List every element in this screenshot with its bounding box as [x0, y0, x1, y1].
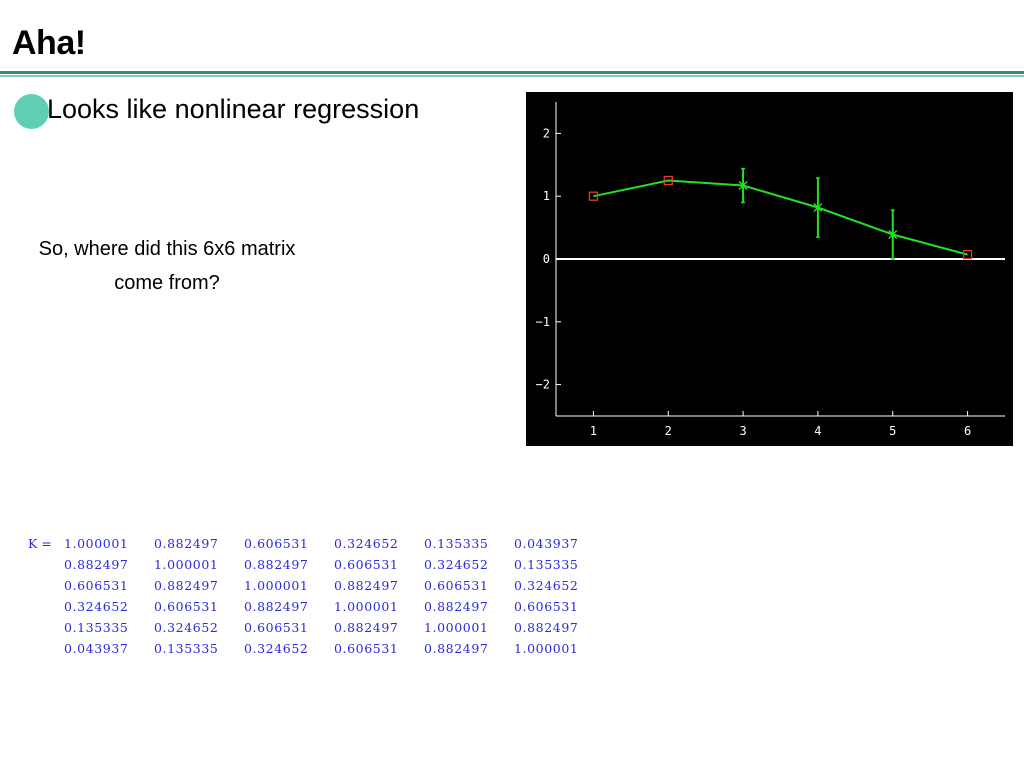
y-tick-label: 0: [543, 252, 550, 266]
matrix-cell: 0.606531: [334, 557, 399, 572]
matrix-cell: 0.606531: [514, 599, 579, 614]
data-point-x: [813, 202, 823, 213]
matrix-cell: 1.000001: [514, 641, 579, 656]
data-point-square: [962, 249, 973, 260]
matrix-cell: 0.882497: [424, 641, 489, 656]
matrix-cell: 0.606531: [334, 641, 399, 656]
matrix-cell: 0.043937: [64, 641, 129, 656]
matrix-cell: 1.000001: [424, 620, 489, 635]
matrix-cell: 0.882497: [514, 620, 579, 635]
x-tick-label: 2: [665, 424, 672, 438]
matrix-cell: 0.324652: [244, 641, 309, 656]
series-line: [593, 179, 968, 256]
matrix-cell: 0.043937: [514, 536, 579, 551]
regression-plot: 2 1 0 −1 −2 1 2 3 4 5 6: [526, 92, 1013, 446]
matrix-cell: 0.882497: [154, 536, 219, 551]
question-line-1: So, where did this 6x6 matrix: [38, 238, 296, 260]
matrix-cell: 0.606531: [244, 536, 309, 551]
matrix-cell: 0.606531: [154, 599, 219, 614]
matrix-cell: 0.135335: [154, 641, 219, 656]
matrix-cell: 0.606531: [424, 578, 489, 593]
matrix-cell: 0.882497: [334, 578, 399, 593]
matrix-cell: 0.324652: [64, 599, 129, 614]
data-point-x: [888, 229, 898, 240]
matrix-cell: 0.882497: [244, 557, 309, 572]
matrix-cell: 0.324652: [334, 536, 399, 551]
x-tick-label: 6: [964, 424, 971, 438]
matrix-label: K =: [28, 536, 52, 551]
matrix-cell: 0.882497: [334, 620, 399, 635]
bullet-circle-icon: [14, 94, 49, 129]
matrix-cell: 0.606531: [64, 578, 129, 593]
plot-svg: 2 1 0 −1 −2 1 2 3 4 5 6: [536, 102, 1005, 438]
question-text: So, where did this 6x6 matrix come from?: [18, 232, 316, 300]
matrix-cell: 0.135335: [64, 620, 129, 635]
data-point-square: [663, 175, 673, 186]
matrix-cell: 1.000001: [64, 536, 129, 551]
matrix-cell: 0.882497: [244, 599, 309, 614]
matrix-cell: 0.135335: [424, 536, 489, 551]
matrix-cell: 1.000001: [154, 557, 219, 572]
y-tick-label: −1: [536, 315, 550, 329]
matrix-cell: 0.135335: [514, 557, 579, 572]
slide-title: Aha!: [12, 24, 86, 62]
matrix-cell: 0.882497: [154, 578, 219, 593]
matrix-cell: 0.324652: [154, 620, 219, 635]
x-tick-label: 1: [590, 424, 597, 438]
matrix-cell: 0.324652: [514, 578, 579, 593]
matrix-cell: 1.000001: [334, 599, 399, 614]
x-tick-label: 5: [889, 424, 896, 438]
data-point-square: [588, 191, 599, 201]
matrix-cell: 0.324652: [424, 557, 489, 572]
matrix-cell: 0.882497: [64, 557, 129, 572]
title-rule: [0, 71, 1024, 74]
y-tick-label: 2: [543, 126, 550, 140]
title-rule-light: [0, 75, 1024, 77]
matrix-cell: 1.000001: [244, 578, 309, 593]
matrix-cell: 0.882497: [424, 599, 489, 614]
bullet-text: Looks like nonlinear regression: [47, 94, 420, 124]
y-tick-label: −2: [536, 378, 550, 392]
x-tick-label: 3: [739, 424, 746, 438]
y-tick-label: 1: [543, 189, 550, 203]
x-tick-label: 4: [814, 424, 821, 438]
data-point-x: [738, 180, 748, 191]
question-line-2: come from?: [114, 272, 220, 294]
matrix-cell: 0.606531: [244, 620, 309, 635]
